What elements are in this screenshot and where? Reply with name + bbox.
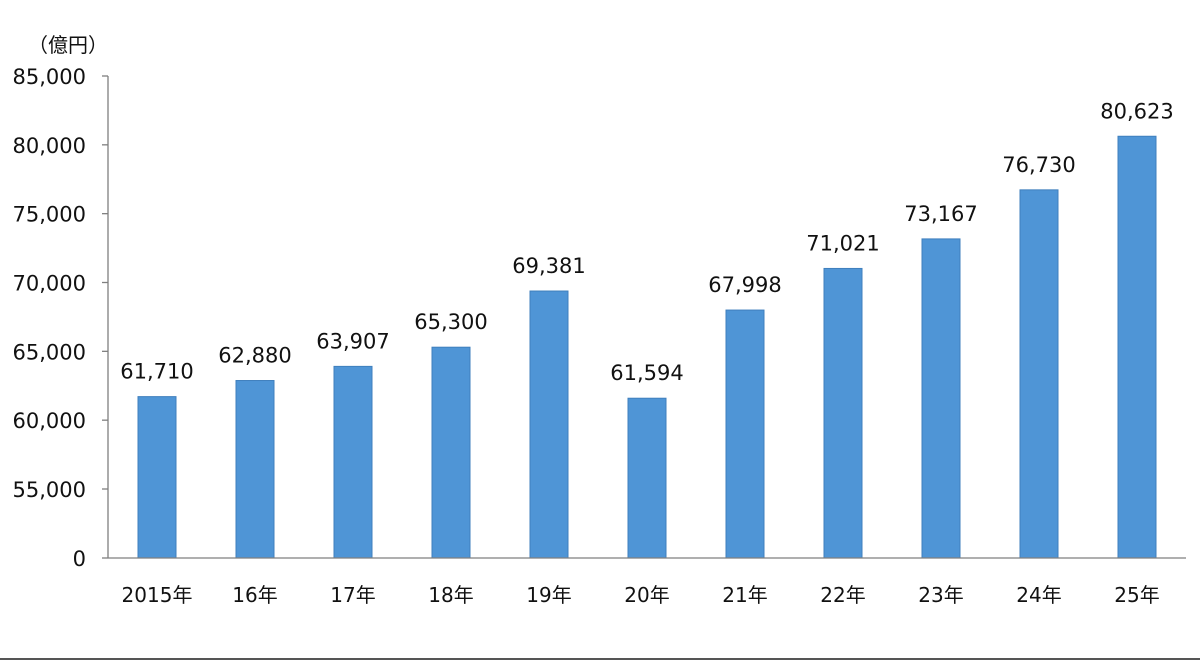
data-label: 69,381 [512, 254, 585, 278]
y-tick-label: 55,000 [13, 478, 86, 502]
x-tick-label: 25年 [1114, 583, 1159, 607]
y-axis: 0 55,000 60,000 65,000 70,000 75,000 80,000 85,… [13, 65, 109, 571]
bar [823, 267, 863, 559]
y-unit-label: （億円） [28, 33, 108, 57]
y-tick-label: 0 [73, 547, 86, 571]
x-axis: 2015年 16年 17年 18年 19年 20年 21年 22年 23年 24年 25年 [108, 557, 1186, 607]
x-tick-label: 21年 [722, 583, 767, 607]
data-label: 73,167 [904, 202, 977, 226]
bar [1019, 189, 1059, 559]
data-label: 80,623 [1100, 99, 1173, 123]
x-tick-label: 17年 [330, 583, 375, 607]
bar [921, 238, 961, 559]
y-tick-label: 70,000 [13, 272, 86, 296]
bars [137, 135, 1157, 559]
y-tick-label: 85,000 [13, 65, 86, 89]
bar [1117, 135, 1157, 559]
data-label: 65,300 [414, 310, 487, 334]
bar [725, 309, 765, 559]
bar [333, 365, 373, 559]
data-labels: 61,710 62,880 63,907 65,300 69,381 61,594 67,9… [120, 99, 1173, 385]
bar [627, 397, 667, 559]
bar [431, 346, 471, 559]
x-tick-label: 24年 [1016, 583, 1061, 607]
bar [235, 380, 275, 559]
bar [137, 396, 177, 559]
data-label: 71,021 [806, 231, 879, 255]
x-tick-label: 2015年 [122, 583, 193, 607]
y-tick-label: 75,000 [13, 203, 86, 227]
x-tick-label: 19年 [526, 583, 571, 607]
data-label: 67,998 [708, 273, 781, 297]
x-tick-label: 22年 [820, 583, 865, 607]
y-tick-label: 80,000 [13, 134, 86, 158]
data-label: 61,710 [120, 360, 193, 384]
data-label: 61,594 [610, 361, 683, 385]
data-label: 76,730 [1002, 153, 1075, 177]
data-label: 63,907 [316, 329, 389, 353]
x-tick-label: 20年 [624, 583, 669, 607]
x-tick-label: 18年 [428, 583, 473, 607]
y-tick-label: 60,000 [13, 409, 86, 433]
y-tick-label: 65,000 [13, 340, 86, 364]
data-label: 62,880 [218, 344, 291, 368]
bar [529, 290, 569, 559]
x-tick-label: 16年 [232, 583, 277, 607]
x-tick-label: 23年 [918, 583, 963, 607]
